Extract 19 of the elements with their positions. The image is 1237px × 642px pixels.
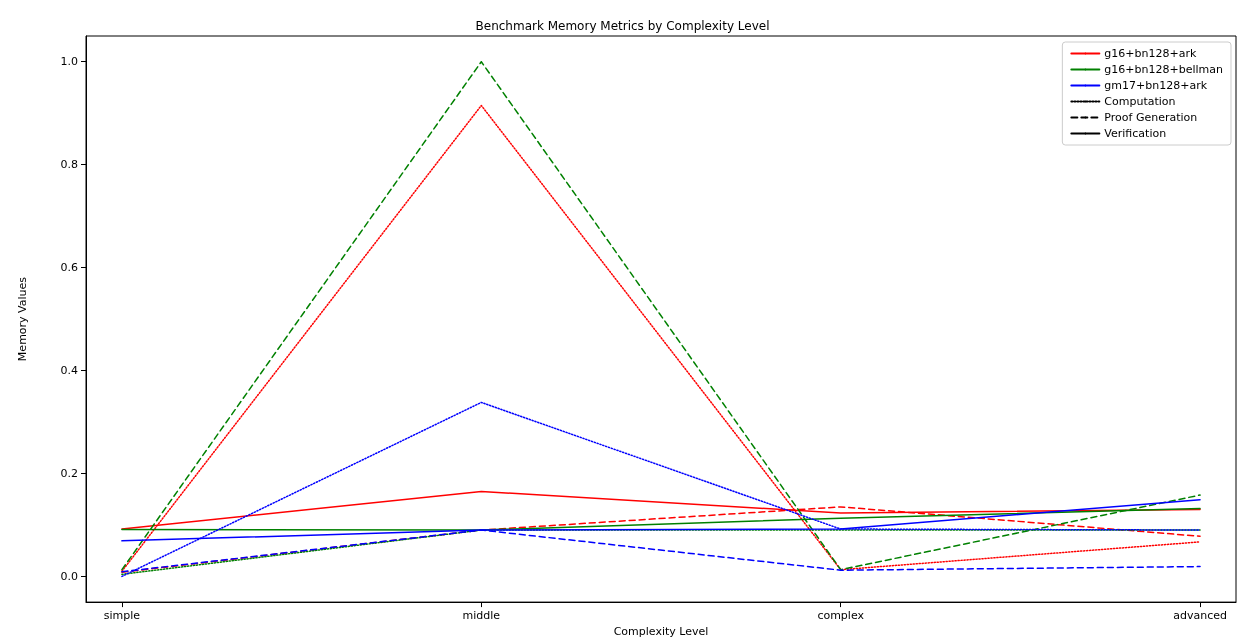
legend-label: Proof Generation [1104, 111, 1198, 124]
legend-label: Verification [1104, 127, 1167, 140]
y-tick-label: 0.4 [60, 364, 78, 378]
y-tick-label: 0.0 [60, 569, 78, 583]
y-tick-label: 0.2 [60, 466, 78, 480]
x-tick-label: middle [462, 609, 501, 623]
legend-label: g16+bn128+bellman [1104, 63, 1224, 76]
y-tick-label: 0.6 [60, 261, 78, 275]
x-tick-label: complex [817, 609, 865, 623]
chart-title: Benchmark Memory Metrics by Complexity Level [475, 19, 770, 33]
y-tick-label: 0.8 [60, 158, 78, 172]
x-tick-label: advanced [1173, 609, 1227, 623]
x-axis-title: Complexity Level [613, 625, 709, 638]
legend-label: gm17+bn128+ark [1104, 79, 1208, 92]
legend-label: Computation [1104, 95, 1176, 108]
legend-label: g16+bn128+ark [1104, 47, 1197, 60]
x-tick-label: simple [103, 609, 141, 623]
y-axis-title: Memory Values [16, 276, 29, 362]
y-tick-label: 1.0 [60, 55, 78, 69]
